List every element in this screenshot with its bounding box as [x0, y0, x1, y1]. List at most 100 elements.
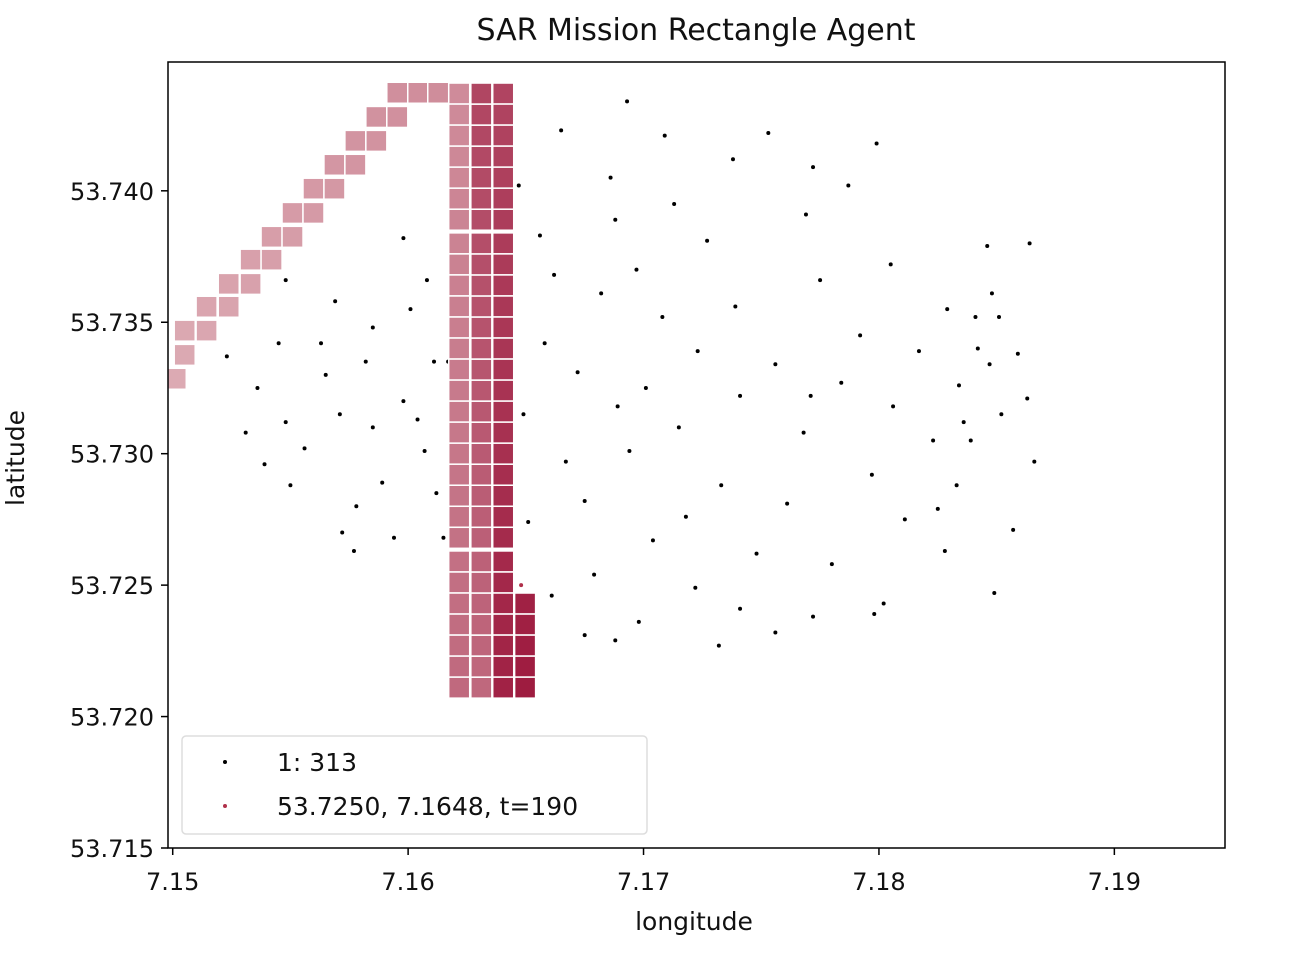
- search-cell: [470, 676, 493, 699]
- scatter-point: [754, 551, 759, 556]
- y-tick-label: 53.730: [70, 441, 154, 469]
- search-cell: [470, 295, 493, 318]
- legend-marker: [223, 760, 227, 764]
- scatter-point: [401, 399, 406, 404]
- scatter-point: [916, 349, 921, 354]
- y-tick-label: 53.715: [70, 835, 154, 863]
- scatter-point: [582, 633, 587, 638]
- search-cell: [281, 225, 304, 249]
- scatter-point: [224, 354, 229, 359]
- search-cell: [447, 187, 471, 210]
- scatter-point: [408, 307, 413, 312]
- search-cell: [365, 105, 388, 129]
- scatter-point: [881, 601, 886, 606]
- scatter-point: [869, 472, 874, 477]
- scatter-point: [542, 341, 547, 346]
- search-cell: [447, 484, 471, 507]
- search-cell: [173, 343, 196, 367]
- scatter-point: [961, 420, 966, 425]
- scatter-point: [829, 562, 834, 567]
- search-cell: [491, 124, 515, 147]
- scatter-point: [323, 372, 328, 377]
- scatter-point: [613, 638, 618, 643]
- search-cell: [447, 421, 471, 444]
- scatter-point: [370, 425, 375, 430]
- scatter-point: [337, 412, 342, 417]
- scatter-point: [730, 157, 735, 162]
- scatter-point: [434, 491, 439, 496]
- scatter-point: [888, 262, 893, 267]
- search-cell: [447, 379, 471, 402]
- search-cell: [491, 484, 515, 507]
- search-cell: [491, 592, 515, 615]
- search-cell: [260, 248, 283, 271]
- scatter-point: [968, 438, 973, 443]
- search-cell: [470, 316, 493, 339]
- scatter-point: [808, 393, 813, 398]
- search-cell: [491, 550, 515, 573]
- search-cell: [447, 82, 471, 105]
- scatter-point: [973, 314, 978, 319]
- search-cell: [365, 129, 388, 153]
- scatter-point: [1015, 351, 1020, 356]
- search-cell: [470, 463, 493, 486]
- search-cell: [470, 274, 493, 297]
- scatter-point: [526, 520, 531, 525]
- search-cell: [491, 82, 515, 105]
- scatter-point: [773, 630, 778, 635]
- plot-area: [168, 81, 1037, 699]
- search-cell: [447, 232, 471, 255]
- scatter-point: [391, 535, 396, 540]
- search-cell: [447, 505, 471, 529]
- scatter-point: [803, 212, 808, 217]
- scatter-point: [415, 417, 420, 422]
- scatter-point: [283, 278, 288, 283]
- search-cell: [491, 316, 515, 339]
- search-cell: [173, 319, 196, 342]
- scatter-point: [401, 236, 406, 241]
- x-tick-label: 7.15: [146, 868, 199, 896]
- scatter-point: [636, 619, 641, 624]
- scatter-point: [380, 480, 385, 485]
- scatter-point: [985, 244, 990, 249]
- scatter-point: [276, 341, 281, 346]
- search-cell: [386, 81, 409, 105]
- search-cell: [513, 613, 537, 636]
- search-cell: [470, 442, 493, 465]
- search-cell: [470, 145, 493, 168]
- scatter-point: [902, 517, 907, 522]
- scatter-point: [935, 506, 940, 511]
- scatter-point: [634, 267, 639, 272]
- search-cell: [323, 153, 346, 177]
- search-cell: [447, 400, 471, 423]
- search-cell: [491, 400, 515, 423]
- scatter-point: [537, 233, 542, 238]
- search-cell: [447, 463, 471, 486]
- search-cell: [447, 295, 471, 318]
- search-cell: [168, 367, 188, 391]
- search-cell: [491, 379, 515, 402]
- search-cell: [470, 103, 493, 126]
- search-cell: [239, 272, 262, 296]
- search-cell: [302, 177, 325, 200]
- scatter-point: [733, 304, 738, 309]
- search-cell: [470, 400, 493, 423]
- scatter-point: [945, 307, 950, 312]
- scatter-point: [441, 535, 446, 540]
- scatter-point: [942, 548, 947, 553]
- scatter-point: [650, 538, 655, 543]
- search-cell: [217, 295, 240, 318]
- y-tick-label: 53.720: [70, 704, 154, 732]
- plot-frame: [167, 61, 1226, 849]
- search-cell: [491, 166, 515, 189]
- scatter-point: [662, 133, 667, 138]
- scatter-point: [563, 459, 568, 464]
- search-cell: [470, 571, 493, 594]
- search-cell: [447, 253, 471, 276]
- search-cell: [470, 187, 493, 210]
- agent-position: [519, 583, 524, 588]
- scatter-point: [340, 530, 345, 535]
- search-cell: [447, 166, 471, 189]
- scatter-point: [615, 404, 620, 409]
- search-cell: [406, 81, 430, 105]
